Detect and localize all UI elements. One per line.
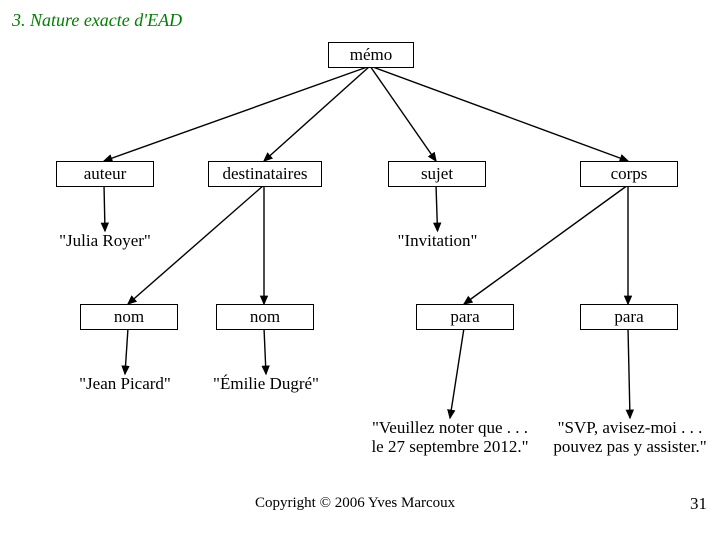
edge-nom1-jean	[125, 328, 128, 374]
edge-memo-corps	[370, 66, 628, 161]
edge-memo-sujet	[370, 66, 436, 161]
edge-sujet-invitation	[436, 185, 438, 231]
copyright: Copyright © 2006 Yves Marcoux	[255, 495, 455, 512]
node-sujet: sujet	[388, 161, 486, 187]
page-number: 31	[690, 494, 707, 514]
node-corps: corps	[580, 161, 678, 187]
edge-para2-svp_l1	[628, 328, 630, 418]
node-svp_l2: pouvez pas y assister."	[540, 437, 720, 457]
node-destinataires: destinataires	[208, 161, 322, 187]
node-veuillez_l2: le 27 septembre 2012."	[350, 437, 550, 457]
edge-memo-destinataires	[264, 66, 370, 161]
node-para2: para	[580, 304, 678, 330]
node-nom2: nom	[216, 304, 314, 330]
node-julia: "Julia Royer"	[45, 231, 165, 251]
node-svp_l1: "SVP, avisez-moi . . .	[540, 418, 720, 438]
tree-arrows	[0, 0, 720, 540]
edge-memo-auteur	[104, 66, 370, 161]
node-nom1: nom	[80, 304, 178, 330]
edge-auteur-julia	[104, 185, 105, 231]
node-memo: mémo	[328, 42, 414, 68]
node-emilie: "Émilie Dugré"	[196, 374, 336, 394]
node-para1: para	[416, 304, 514, 330]
edge-nom2-emilie	[264, 328, 266, 374]
node-veuillez_l1: "Veuillez noter que . . .	[350, 418, 550, 438]
node-invitation: "Invitation"	[380, 231, 495, 251]
edge-para1-veuillez_l1	[450, 328, 464, 418]
node-auteur: auteur	[56, 161, 154, 187]
node-jean: "Jean Picard"	[60, 374, 190, 394]
